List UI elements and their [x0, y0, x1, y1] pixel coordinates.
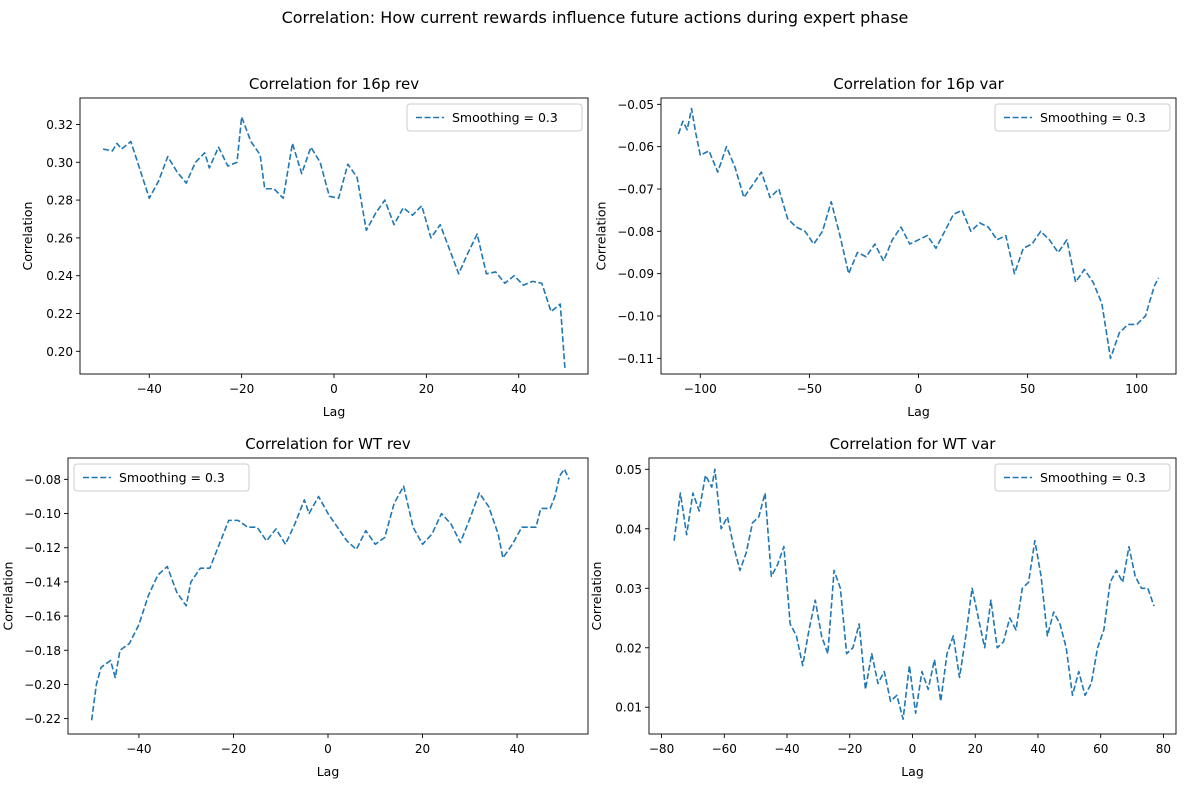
y-tick-label: −0.07 [617, 183, 654, 197]
x-tick-label: 0 [915, 382, 923, 396]
y-axis-label: Correlation [1, 562, 16, 631]
y-tick-label: 0.02 [615, 641, 642, 655]
y-tick-label: 0.30 [46, 156, 73, 170]
x-tick-label: −50 [797, 382, 822, 396]
x-tick-label: −20 [229, 382, 254, 396]
y-tick-label: −0.10 [617, 310, 654, 324]
y-tick-label: −0.09 [617, 267, 654, 281]
y-tick-label: 0.22 [46, 307, 73, 321]
x-tick-label: 60 [1093, 742, 1108, 756]
subplot-title: Correlation for 16p rev [249, 75, 419, 93]
subplot-wt-var: Correlation for WT var Lag Correlation −… [589, 435, 1177, 779]
x-tick-label: −40 [126, 742, 151, 756]
y-tick-label: −0.12 [24, 541, 61, 555]
axes-frame [660, 97, 1177, 375]
x-tick-label: −20 [221, 742, 246, 756]
x-tick-label: 40 [1030, 742, 1045, 756]
x-tick-label: 20 [419, 382, 434, 396]
axes-frame [648, 457, 1177, 735]
x-tick-label: 0 [330, 382, 338, 396]
legend-label: Smoothing = 0.3 [119, 470, 225, 485]
x-tick-label: 80 [1156, 742, 1171, 756]
subplot-16p-rev: Correlation for 16p rev Lag Correlation … [20, 75, 589, 419]
axes-frame [67, 457, 589, 735]
subplot-title: Correlation for WT rev [245, 435, 411, 453]
x-tick-label: −20 [837, 742, 862, 756]
y-tick-label: 0.28 [46, 194, 73, 208]
y-tick-label: −0.11 [617, 352, 654, 366]
x-tick-label: 40 [511, 382, 526, 396]
y-tick-label: 0.24 [46, 269, 73, 283]
x-axis-label: Lag [323, 404, 346, 419]
series-line [102, 116, 566, 369]
y-tick-label: −0.05 [617, 98, 654, 112]
y-tick-label: 0.01 [615, 701, 642, 715]
x-tick-label: −80 [649, 742, 674, 756]
x-axis-label: Lag [907, 404, 930, 419]
y-tick-label: −0.08 [617, 225, 654, 239]
y-tick-label: 0.26 [46, 231, 73, 245]
y-tick-label: 0.20 [46, 345, 73, 359]
y-tick-label: −0.18 [24, 644, 61, 658]
legend-box [994, 463, 1171, 492]
x-tick-label: 0 [324, 742, 332, 756]
legend-box [406, 103, 583, 132]
x-tick-label: 100 [1125, 382, 1148, 396]
x-tick-label: −40 [774, 742, 799, 756]
y-tick-label: −0.06 [617, 140, 654, 154]
x-tick-label: 20 [968, 742, 983, 756]
y-tick-label: −0.10 [24, 507, 61, 521]
legend-box [994, 103, 1171, 132]
legend-label: Smoothing = 0.3 [1040, 470, 1146, 485]
legend-box [73, 463, 250, 492]
subplot-16p-var: Correlation for 16p var Lag Correlation … [594, 75, 1177, 419]
x-tick-label: −60 [712, 742, 737, 756]
x-tick-label: −40 [137, 382, 162, 396]
series-line [677, 107, 1160, 360]
legend-label: Smoothing = 0.3 [452, 110, 558, 125]
figure-title: Correlation: How current rewards influen… [282, 8, 909, 27]
y-tick-label: −0.08 [24, 473, 61, 487]
y-axis-label: Correlation [594, 202, 609, 271]
subplot-title: Correlation for 16p var [833, 75, 1004, 93]
y-tick-label: −0.16 [24, 610, 61, 624]
y-tick-label: −0.22 [24, 712, 61, 726]
y-tick-label: 0.03 [615, 582, 642, 596]
series-line [673, 468, 1155, 720]
y-axis-label: Correlation [589, 562, 604, 631]
x-tick-label: 50 [1020, 382, 1035, 396]
axes-frame [79, 97, 589, 375]
x-tick-label: −100 [684, 382, 717, 396]
x-axis-label: Lag [317, 764, 340, 779]
y-tick-label: 0.05 [615, 463, 642, 477]
y-tick-label: 0.04 [615, 522, 642, 536]
y-tick-label: 0.32 [46, 118, 73, 132]
series-line [90, 468, 570, 721]
subplot-wt-rev: Correlation for WT rev Lag Correlation −… [1, 435, 589, 779]
subplot-title: Correlation for WT var [830, 435, 997, 453]
x-tick-label: 20 [415, 742, 430, 756]
y-tick-label: −0.14 [24, 575, 61, 589]
x-axis-label: Lag [901, 764, 924, 779]
y-tick-label: −0.20 [24, 678, 61, 692]
x-tick-label: 0 [909, 742, 917, 756]
legend-label: Smoothing = 0.3 [1040, 110, 1146, 125]
x-tick-label: 40 [509, 742, 524, 756]
y-axis-label: Correlation [20, 202, 35, 271]
